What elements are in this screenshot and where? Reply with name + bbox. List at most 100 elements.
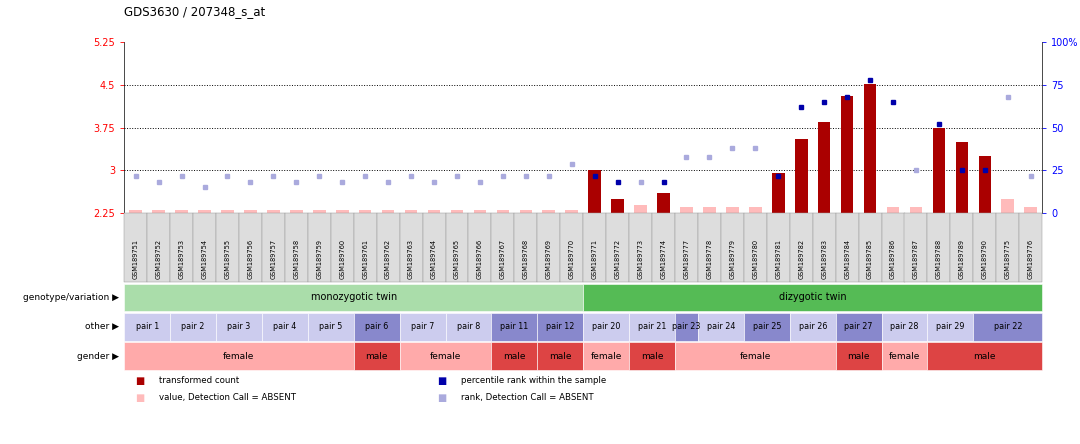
Bar (474, 210, 486, 213)
Bar (772, 173, 784, 213)
Bar (130, 210, 141, 213)
Text: GSM189785: GSM189785 (867, 239, 873, 279)
Text: male: male (365, 352, 388, 361)
Text: GSM189767: GSM189767 (500, 239, 505, 279)
Bar (428, 210, 441, 213)
Bar (291, 210, 302, 213)
Bar (726, 207, 739, 213)
Text: GDS3630 / 207348_s_at: GDS3630 / 207348_s_at (124, 5, 266, 18)
Bar (199, 210, 211, 213)
Text: pair 22: pair 22 (994, 322, 1022, 331)
Bar (634, 205, 647, 213)
Text: pair 25: pair 25 (753, 322, 781, 331)
Bar (909, 207, 922, 213)
Text: transformed count: transformed count (159, 377, 239, 385)
Text: pair 5: pair 5 (319, 322, 342, 331)
Bar (933, 128, 945, 213)
Text: pair 29: pair 29 (936, 322, 964, 331)
Text: GSM189757: GSM189757 (270, 239, 276, 279)
Text: female: female (430, 352, 461, 361)
Text: GSM189782: GSM189782 (798, 239, 805, 279)
Text: GSM189771: GSM189771 (592, 239, 597, 279)
Text: ■: ■ (135, 376, 145, 386)
Text: GSM189763: GSM189763 (408, 239, 414, 279)
Bar (175, 210, 188, 213)
Text: GSM189754: GSM189754 (202, 239, 207, 279)
Bar (680, 207, 692, 213)
Text: pair 24: pair 24 (706, 322, 735, 331)
Text: pair 2: pair 2 (181, 322, 205, 331)
Bar (750, 207, 761, 213)
Text: pair 11: pair 11 (500, 322, 528, 331)
Text: ■: ■ (437, 376, 447, 386)
Text: GSM189768: GSM189768 (523, 239, 529, 279)
Text: value, Detection Call = ABSENT: value, Detection Call = ABSENT (159, 393, 296, 402)
Text: pair 20: pair 20 (592, 322, 620, 331)
Text: male: male (848, 352, 869, 361)
Text: GSM189788: GSM189788 (936, 239, 942, 279)
Bar (405, 210, 417, 213)
Text: genotype/variation ▶: genotype/variation ▶ (23, 293, 119, 302)
Bar (519, 210, 532, 213)
Bar (795, 139, 808, 213)
Text: GSM189769: GSM189769 (545, 239, 552, 279)
Bar (589, 170, 600, 213)
Text: GSM189764: GSM189764 (431, 239, 437, 279)
Text: GSM189774: GSM189774 (661, 239, 666, 279)
Text: GSM189753: GSM189753 (178, 239, 185, 279)
Text: pair 4: pair 4 (273, 322, 297, 331)
Text: monozygotic twin: monozygotic twin (311, 293, 396, 302)
Text: pair 7: pair 7 (410, 322, 434, 331)
Text: GSM189755: GSM189755 (225, 239, 230, 279)
Text: GSM189784: GSM189784 (845, 239, 850, 279)
Text: GSM189790: GSM189790 (982, 239, 988, 279)
Text: GSM189772: GSM189772 (615, 239, 621, 279)
Text: female: female (224, 352, 255, 361)
Text: GSM189761: GSM189761 (362, 239, 368, 279)
Text: pair 21: pair 21 (638, 322, 666, 331)
Bar (244, 210, 257, 213)
Bar (152, 210, 165, 213)
Text: GSM189759: GSM189759 (316, 239, 322, 279)
Text: GSM189777: GSM189777 (684, 239, 689, 279)
Bar (703, 207, 716, 213)
Bar (864, 84, 876, 213)
Text: GSM189758: GSM189758 (294, 239, 299, 279)
Text: female: female (889, 352, 920, 361)
Bar (818, 122, 831, 213)
Text: GSM189789: GSM189789 (959, 239, 964, 279)
Text: GSM189783: GSM189783 (821, 239, 827, 279)
Text: GSM189766: GSM189766 (477, 239, 483, 279)
Bar (956, 142, 968, 213)
Text: pair 6: pair 6 (365, 322, 389, 331)
Bar (841, 96, 853, 213)
Text: GSM189778: GSM189778 (706, 239, 713, 279)
Bar (566, 210, 578, 213)
Text: rank, Detection Call = ABSENT: rank, Detection Call = ABSENT (461, 393, 594, 402)
Text: GSM189765: GSM189765 (454, 239, 460, 279)
Text: gender ▶: gender ▶ (77, 352, 119, 361)
Text: GSM189780: GSM189780 (753, 239, 758, 279)
Text: GSM189786: GSM189786 (890, 239, 896, 279)
Bar (887, 207, 900, 213)
Bar (1001, 199, 1014, 213)
Text: dizygotic twin: dizygotic twin (779, 293, 847, 302)
Bar (221, 210, 233, 213)
Text: GSM189756: GSM189756 (247, 239, 254, 279)
Text: GSM189781: GSM189781 (775, 239, 781, 279)
Text: pair 28: pair 28 (890, 322, 919, 331)
Bar (359, 210, 372, 213)
Text: male: male (973, 352, 996, 361)
Text: pair 26: pair 26 (798, 322, 827, 331)
Text: ■: ■ (437, 393, 447, 403)
Text: pair 23: pair 23 (672, 322, 701, 331)
Text: GSM189752: GSM189752 (156, 239, 162, 279)
Bar (542, 210, 555, 213)
Text: GSM189779: GSM189779 (729, 239, 735, 279)
Text: GSM189770: GSM189770 (569, 239, 575, 279)
Text: GSM189760: GSM189760 (339, 239, 346, 279)
Text: percentile rank within the sample: percentile rank within the sample (461, 377, 606, 385)
Bar (382, 210, 394, 213)
Text: male: male (549, 352, 571, 361)
Text: other ▶: other ▶ (85, 322, 119, 331)
